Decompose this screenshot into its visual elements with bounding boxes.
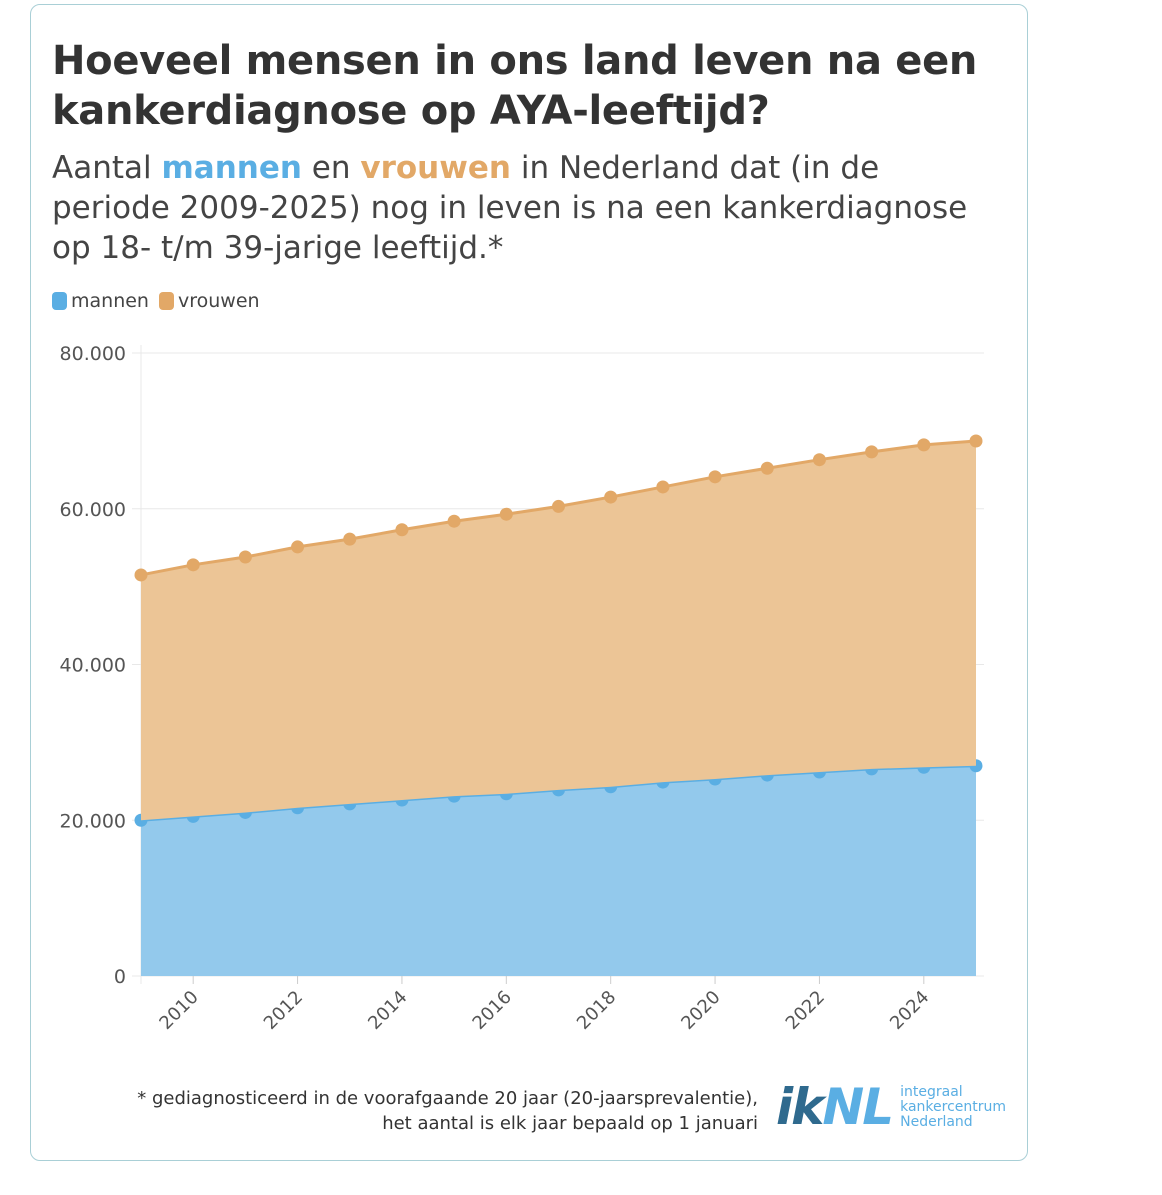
point-vrouwen (238, 550, 252, 564)
logo-mark: ikNL (776, 1078, 894, 1136)
legend-swatch (158, 292, 174, 310)
y-tick-label: 60.000 (60, 499, 126, 521)
logo-text: integraal (900, 1083, 963, 1100)
footnote-line: * gediagnosticeerd in de voorafgaande 20… (137, 1088, 758, 1109)
legend-swatch (52, 292, 67, 310)
legend-item-mannen[interactable]: mannen (52, 290, 149, 312)
x-tick-label: 2022 (782, 987, 829, 1034)
subtitle-men: mannen (161, 150, 302, 186)
chart-subtitle: Aantal mannen en vrouwen in Nederland da… (52, 148, 972, 268)
point-vrouwen (969, 434, 983, 448)
point-vrouwen (604, 490, 618, 504)
point-vrouwen (760, 461, 774, 475)
area-vrouwen (141, 440, 976, 821)
logo-text: kankercentrum (900, 1098, 1007, 1115)
subtitle-text: in Nederland dat (in de periode 2009-202… (52, 150, 968, 266)
point-vrouwen (552, 499, 565, 513)
x-tick-label: 2014 (364, 987, 411, 1034)
legend: mannen vrouwen (52, 290, 260, 312)
point-vrouwen (395, 523, 409, 537)
y-tick-label: 80.000 (60, 343, 126, 365)
x-tick-label: 2020 (677, 987, 724, 1034)
point-vrouwen (656, 480, 670, 494)
area-mannen (141, 765, 976, 976)
footnote: * gediagnosticeerd in de voorafgaande 20… (137, 1086, 758, 1136)
point-vrouwen (134, 568, 148, 582)
x-tick-label: 2016 (469, 987, 516, 1034)
iknl-logo: ikNL integraal kankercentrum Nederland (776, 1078, 1006, 1136)
y-tick-label: 20.000 (60, 810, 126, 832)
legend-label: vrouwen (177, 290, 260, 312)
y-tick-label: 40.000 (60, 655, 126, 677)
logo-text: Nederland (900, 1113, 973, 1130)
subtitle-text: en (301, 150, 361, 186)
x-tick-label: 2018 (573, 987, 620, 1034)
point-vrouwen (865, 445, 879, 459)
x-tick-label: 2010 (155, 987, 202, 1034)
point-vrouwen (447, 514, 461, 528)
x-tick-label: 2024 (886, 987, 933, 1034)
subtitle-text: Aantal (52, 150, 162, 186)
point-vrouwen (812, 453, 826, 467)
point-vrouwen (708, 470, 722, 484)
legend-item-vrouwen[interactable]: vrouwen (158, 290, 260, 312)
point-vrouwen (917, 438, 931, 452)
point-vrouwen (343, 532, 357, 546)
point-vrouwen (291, 540, 305, 554)
area-chart: 0 20.000 40.000 60.000 80.000 2010 2012 2014 201… (60, 343, 984, 1034)
chart-card (30, 4, 1028, 1161)
subtitle-women: vrouwen (360, 150, 511, 186)
footnote-line: het aantal is elk jaar bepaald op 1 janu… (382, 1113, 758, 1134)
point-vrouwen (499, 507, 513, 521)
point-vrouwen (186, 558, 200, 572)
legend-label: mannen (71, 290, 149, 312)
chart-title: Hoeveel mensen in ons land leven na een … (52, 38, 978, 134)
y-tick-label: 0 (114, 966, 126, 988)
x-tick-label: 2012 (260, 987, 307, 1034)
